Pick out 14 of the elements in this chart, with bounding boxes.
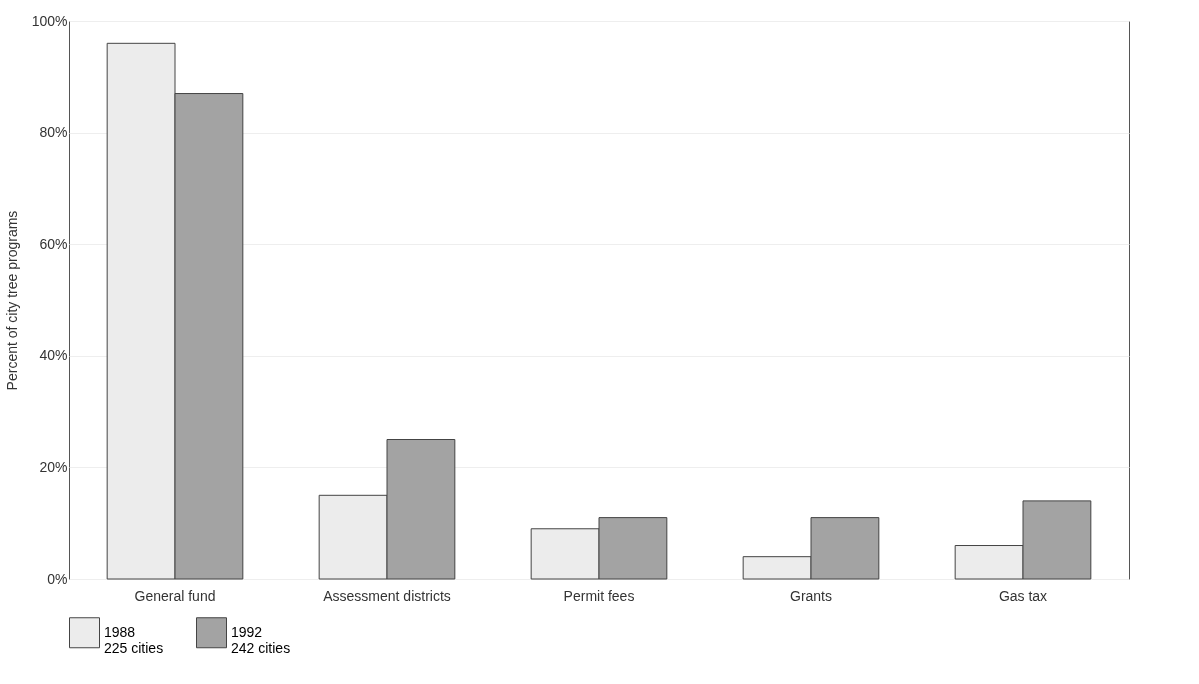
x-tick-label: Grants: [789, 587, 833, 604]
y-tick-label: 100%: [31, 12, 68, 29]
legend-label: 1992 242 cities: [231, 623, 291, 656]
x-tick-label: Permit fees: [563, 587, 635, 604]
x-tick-label: General fund: [134, 587, 216, 604]
x-tick-label: Gas tax: [998, 587, 1048, 604]
y-tick-label: 0%: [47, 570, 68, 587]
y-tick-label: 80%: [39, 124, 68, 141]
y-tick-label: 60%: [39, 235, 68, 252]
y-tick-label: 40%: [39, 347, 68, 364]
legend-label: 1988 225 cities: [104, 623, 164, 656]
y-axis-title: Percent of city tree programs: [3, 210, 20, 391]
y-tick-label: 20%: [39, 458, 68, 475]
x-tick-label: Assessment districts: [323, 587, 451, 604]
